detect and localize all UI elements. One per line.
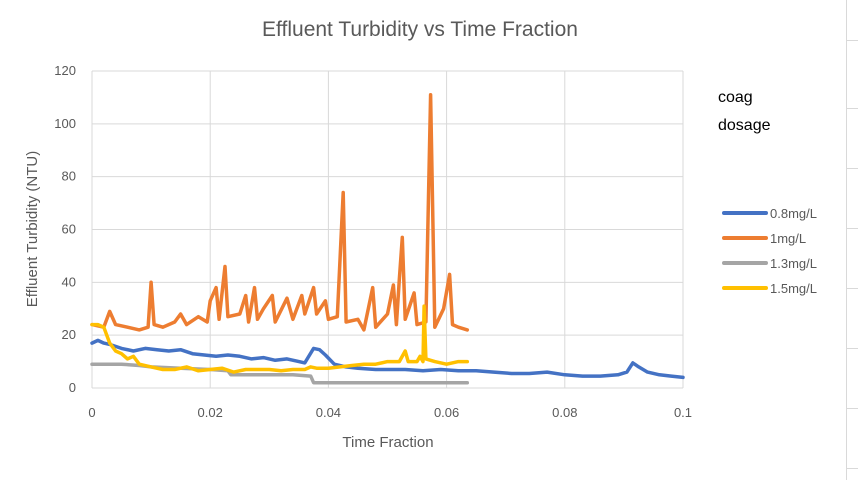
y-tick-label: 40 xyxy=(62,274,76,289)
y-tick-label: 20 xyxy=(62,327,76,342)
grid-cell-border xyxy=(847,408,858,409)
grid-cell-border xyxy=(847,228,858,229)
worksheet-edge xyxy=(846,0,858,480)
legend-label: 1mg/L xyxy=(770,231,806,246)
series-line-4 xyxy=(90,304,470,374)
y-tick-label: 0 xyxy=(69,380,76,395)
grid-cell-border xyxy=(847,288,858,289)
x-tick-label: 0.04 xyxy=(316,405,341,420)
x-tick-label: 0.1 xyxy=(674,405,692,420)
legend-title-line-2: dosage xyxy=(718,117,771,134)
chart-title: Effluent Turbidity vs Time Fraction xyxy=(262,18,578,41)
x-axis-ticks: 0 0.02 0.04 0.06 0.08 0.1 xyxy=(88,405,692,420)
y-tick-label: 80 xyxy=(62,169,76,184)
grid-cell-border xyxy=(847,468,858,469)
series-lines xyxy=(90,93,685,385)
series-line-2 xyxy=(90,93,470,332)
x-tick-label: 0 xyxy=(88,405,95,420)
x-tick-label: 0.02 xyxy=(198,405,223,420)
x-axis-title: Time Fraction xyxy=(342,434,433,451)
legend: 0.8mg/L 1mg/L 1.3mg/L 1.5mg/L xyxy=(722,206,817,296)
y-tick-label: 60 xyxy=(62,222,76,237)
grid-cell-border xyxy=(847,348,858,349)
gridlines xyxy=(91,70,684,389)
x-tick-label: 0.08 xyxy=(552,405,577,420)
series-line-1 xyxy=(90,338,685,380)
grid-cell-border xyxy=(847,108,858,109)
y-axis-title: Effluent Turbidity (NTU) xyxy=(24,151,41,307)
legend-title-line-1: coag xyxy=(718,89,753,106)
legend-label: 1.5mg/L xyxy=(770,281,817,296)
grid-cell-border xyxy=(847,40,858,41)
y-tick-label: 120 xyxy=(54,63,76,78)
legend-label: 1.3mg/L xyxy=(770,256,817,271)
grid-cell-border xyxy=(847,168,858,169)
y-tick-label: 100 xyxy=(54,116,76,131)
legend-label: 0.8mg/L xyxy=(770,206,817,221)
y-axis-ticks: 0 20 40 60 80 100 120 xyxy=(54,63,76,395)
x-tick-label: 0.06 xyxy=(434,405,459,420)
